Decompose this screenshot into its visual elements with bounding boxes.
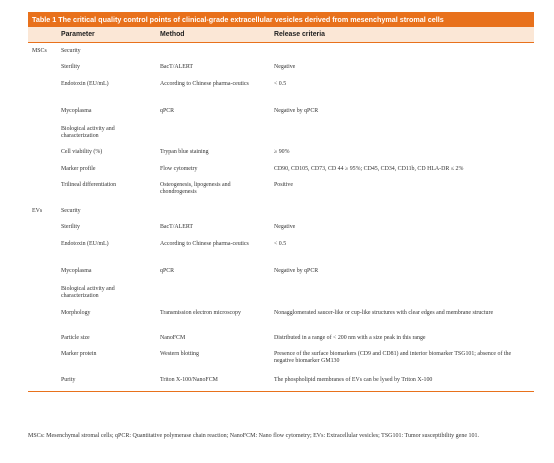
cell-method: Transmission electron microscopy [160,310,241,316]
cell-method: qPCR [160,268,175,274]
table-row: Cell viability (%) Trypan blue staining … [28,144,534,161]
header-parameter: Parameter [61,31,95,38]
cell-group: MSCs [32,48,47,54]
table-container: Table 1 The critical quality control poi… [28,12,534,392]
table-row: Endotoxin (EU/mL) According to Chinese p… [28,236,534,263]
table-row: Morphology Transmission electron microsc… [28,305,534,330]
cell-parameter: Sterility [61,224,80,230]
cell-method: BacT/ALERT [160,64,194,70]
cell-criteria: Positive [274,182,293,188]
cell-parameter: Security [61,208,81,214]
table-header-row: Parameter Method Release criteria [28,27,534,42]
cell-criteria: Negative by qPCR [274,268,319,274]
table-row: Marker profile Flow cytometry CD90, CD10… [28,161,534,177]
cell-criteria: ≥ 90% [274,149,290,155]
cell-parameter: Particle size [61,335,90,341]
cell-criteria: Negative by qPCR [274,108,319,114]
cell-method: Trypan blue staining [160,149,209,155]
cell-parameter: Security [61,48,81,54]
cell-parameter: Endotoxin (EU/mL) [61,241,109,247]
cell-parameter: Cell viability (%) [61,149,103,155]
cell-criteria: < 0.5 [274,81,287,87]
cell-criteria: The phospholipid membranes of EVs can be… [274,377,433,383]
header-criteria: Release criteria [274,31,325,38]
table-bottom-rule [28,391,534,392]
table-row: Biological activity and characterization [28,281,534,305]
table-row: Biological activity and characterization [28,121,534,144]
cell-method: Triton X-100/NanoFCM [160,377,218,383]
cell-criteria: Negative [274,224,296,230]
cell-parameter: Marker profile [61,166,96,172]
cell-method: Western blotting [160,351,199,357]
cell-criteria: CD90, CD105, CD73, CD 44 ≥ 95%; CD45, CD… [274,166,464,172]
cell-criteria: Nonagglomerated saucer-like or cup-like … [274,310,494,316]
cell-parameter: Trilineal differentiation [61,182,117,188]
cell-method: According to Chinese pharma-ceutics [160,81,249,87]
cell-parameter: Purity [61,377,76,383]
table-row: Trilineal differentiation Osteogenesis, … [28,177,534,203]
cell-parameter: Mycoplasma [61,108,92,114]
table-row: Mycoplasma qPCR Negative by qPCR [28,103,534,121]
cell-parameter: Mycoplasma [61,268,92,274]
cell-criteria: Negative [274,64,296,70]
cell-criteria: < 0.5 [274,241,287,247]
cell-parameter: Biological activity and characterization [61,286,115,300]
table-row: Purity Triton X-100/NanoFCM The phosphol… [28,372,534,391]
header-method: Method [160,31,185,38]
cell-parameter: Biological activity and characterization [61,126,115,140]
cell-parameter: Morphology [61,310,91,316]
cell-parameter: Sterility [61,64,80,70]
table-row: Mycoplasma qPCR Negative by qPCR [28,263,534,281]
cell-group: EVs [32,208,43,214]
table-row: EVs Security [28,203,534,219]
cell-parameter: Marker protein [61,351,97,357]
table-row: Sterility BacT/ALERT Negative [28,219,534,236]
cell-method: NanoFCM [160,335,186,341]
table-row: Endotoxin (EU/mL) According to Chinese p… [28,76,534,103]
table-row: Particle size NanoFCM Distributed in a r… [28,330,534,346]
table-footnote: MSCs: Mesenchymal stromal cells; qPCR: Q… [28,433,479,439]
cell-method: According to Chinese pharma-ceutics [160,241,249,247]
cell-method: Osteogenesis, lipogenesis and chondrogen… [160,182,231,196]
table-row: MSCs Security [28,43,534,59]
header-divider [28,42,534,43]
cell-method: BacT/ALERT [160,224,194,230]
cell-criteria: Distributed in a range of < 200 nm with … [274,335,426,341]
table-caption: Table 1 The critical quality control poi… [28,12,534,27]
cell-criteria: Presence of the surface biomarkers (CD9 … [274,351,512,365]
table-row: Marker protein Western blotting Presence… [28,346,534,372]
table-row: Sterility BacT/ALERT Negative [28,59,534,76]
cell-method: Flow cytometry [160,166,198,172]
cell-parameter: Endotoxin (EU/mL) [61,81,109,87]
cell-method: qPCR [160,108,175,114]
